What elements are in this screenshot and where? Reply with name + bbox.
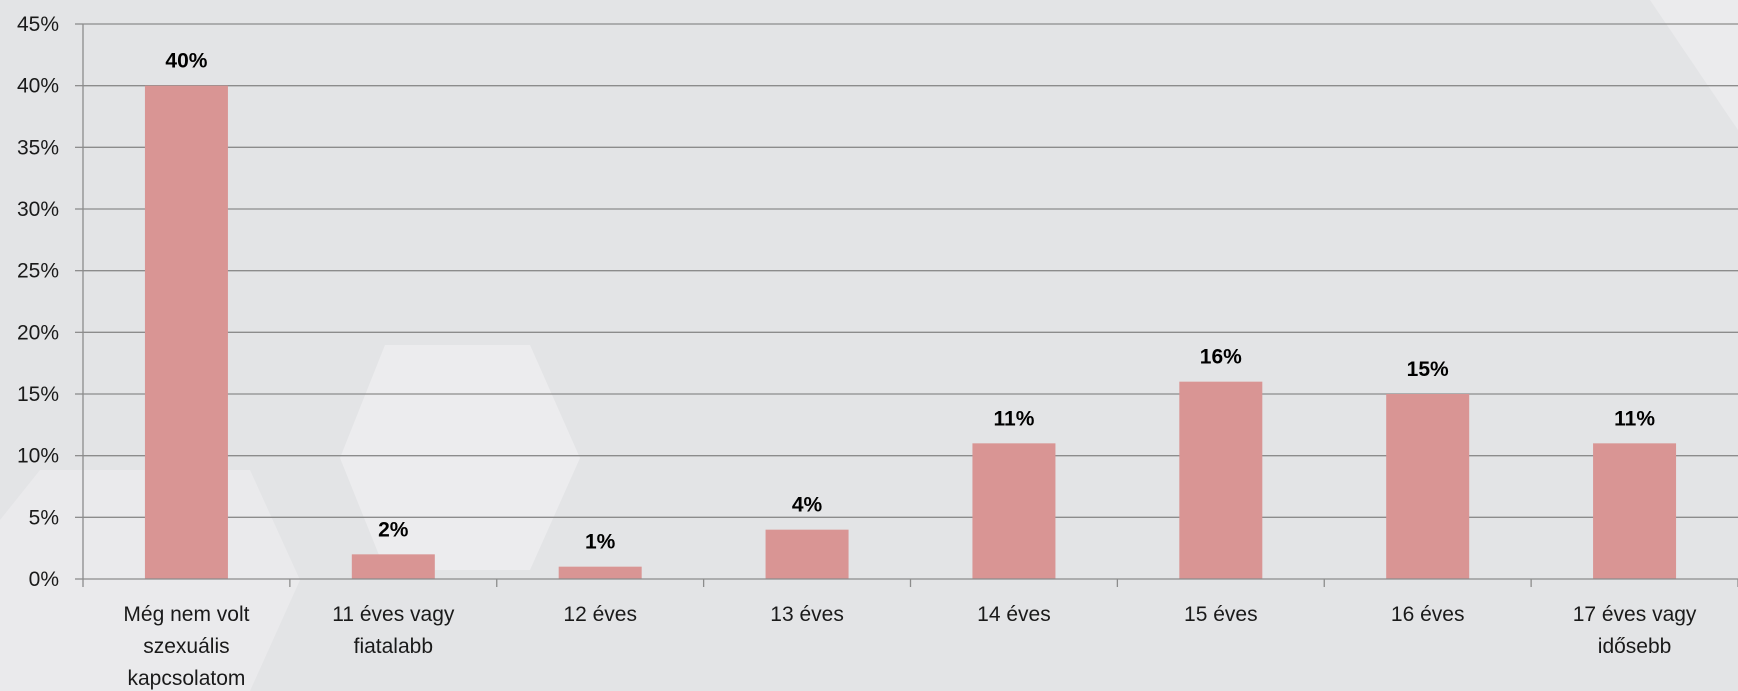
y-tick-label: 35%	[17, 136, 59, 159]
x-category-label: 11 éves vagy fiatalabb	[332, 603, 455, 658]
y-tick-label: 25%	[17, 260, 59, 283]
bar	[972, 443, 1056, 579]
bar	[765, 529, 849, 579]
bar	[1593, 443, 1677, 579]
y-tick-label: 20%	[17, 321, 59, 344]
x-category-label: 16 éves	[1391, 603, 1465, 626]
data-label: 11%	[1614, 407, 1655, 430]
data-labels: 40% 2% 1% 4% 11% 16% 15% 11%	[165, 50, 1655, 554]
x-category-label: 15 éves	[1184, 603, 1258, 626]
axes	[75, 23, 1738, 587]
y-tick-labels: 0% 5% 10% 15% 20% 25% 30% 35% 40% 45%	[17, 13, 59, 591]
hexagon-decoration	[340, 345, 580, 570]
bars	[144, 85, 1677, 580]
bar	[351, 554, 435, 579]
data-label: 11%	[994, 407, 1035, 430]
x-category-label: 17 éves vagy idősebb	[1573, 603, 1697, 658]
data-label: 40%	[165, 50, 207, 73]
bar	[558, 566, 642, 579]
data-label: 1%	[585, 531, 616, 554]
x-category-label: 13 éves	[770, 603, 844, 626]
data-label: 16%	[1200, 346, 1242, 369]
y-tick-label: 30%	[17, 198, 59, 221]
bar	[1179, 381, 1263, 579]
y-tick-label: 5%	[29, 506, 59, 529]
y-tick-label: 40%	[17, 75, 59, 98]
y-tick-label: 10%	[17, 445, 59, 468]
data-label: 2%	[378, 518, 409, 541]
x-category-label: 12 éves	[563, 603, 637, 626]
bar	[144, 85, 228, 580]
bar	[1386, 394, 1470, 579]
corner-decoration	[1650, 0, 1738, 130]
data-label: 15%	[1407, 358, 1449, 381]
gridlines	[83, 23, 1738, 518]
data-label: 4%	[792, 494, 823, 517]
x-category-labels: Még nem volt szexuális kapcsolatom 11 éves …	[123, 603, 1697, 690]
x-category-label: 14 éves	[977, 603, 1051, 626]
y-tick-label: 15%	[17, 383, 59, 406]
x-category-label: Még nem volt szexuális kapcsolatom	[123, 603, 249, 690]
y-tick-label: 45%	[17, 13, 59, 36]
y-tick-label: 0%	[29, 568, 59, 591]
